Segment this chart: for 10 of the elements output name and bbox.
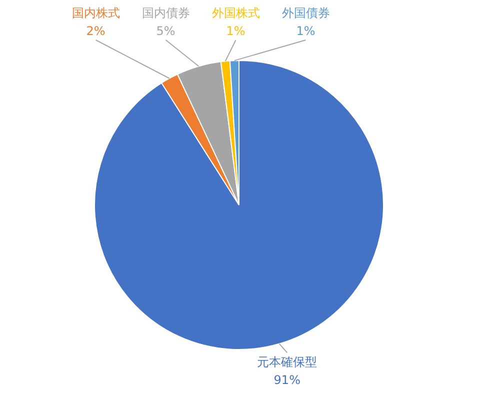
data-label: 2% — [86, 24, 106, 38]
data-label: 1% — [226, 24, 246, 38]
slice-label: 元本確保型 — [257, 354, 318, 369]
slice-label: 国内債券 — [142, 6, 190, 20]
data-label: 91% — [274, 372, 300, 387]
slice-label: 国内株式 — [72, 6, 120, 20]
data-label: 5% — [156, 24, 176, 38]
data-label: 1% — [296, 24, 316, 38]
slice-label: 外国債券 — [282, 6, 330, 20]
slice-label: 外国株式 — [212, 6, 260, 20]
